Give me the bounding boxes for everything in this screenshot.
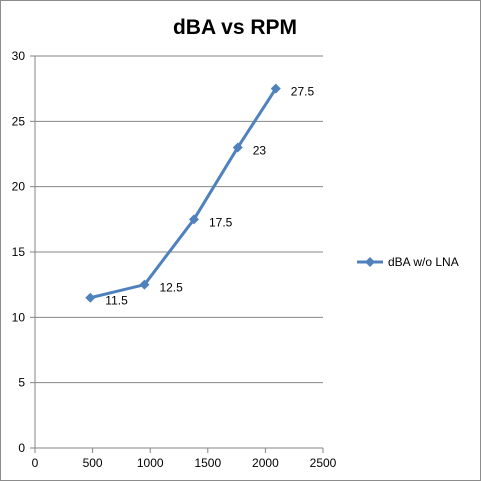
- data-label: 23: [253, 143, 267, 157]
- x-tick-label: 1500: [194, 456, 221, 470]
- data-point-marker: [270, 83, 281, 94]
- axes: [30, 55, 324, 453]
- y-tick-label: 20: [12, 180, 26, 194]
- series-group: [85, 83, 281, 303]
- y-tick-label: 10: [12, 310, 26, 324]
- x-tick-label: 0: [32, 456, 39, 470]
- y-tick-label: 25: [12, 114, 26, 128]
- data-label: 12.5: [159, 281, 183, 295]
- y-tick-label: 5: [18, 376, 25, 390]
- x-tick-label: 2000: [252, 456, 279, 470]
- y-axis-tick-labels: 0 5 10 15 20 25 30: [12, 49, 26, 455]
- data-label: 11.5: [105, 294, 128, 308]
- y-tick-label: 0: [18, 441, 25, 455]
- x-tick-label: 500: [83, 456, 103, 470]
- x-tick-label: 2500: [310, 456, 337, 470]
- data-point-marker: [232, 142, 243, 153]
- y-tick-label: 30: [12, 49, 26, 63]
- data-point-marker: [85, 292, 96, 303]
- legend: dBA w/o LNA: [357, 255, 459, 269]
- data-label: 17.5: [209, 215, 233, 229]
- data-point-marker: [188, 214, 199, 225]
- x-axis-tick-labels: 0 500 1000 1500 2000 2500: [32, 456, 337, 470]
- data-label: 27.5: [291, 85, 315, 99]
- chart-title: dBA vs RPM: [173, 16, 297, 39]
- legend-marker: [365, 257, 375, 267]
- data-labels: 11.5 12.5 17.5 23 27.5: [105, 85, 314, 308]
- series-line: [89, 87, 278, 300]
- gridlines: [35, 55, 323, 384]
- y-tick-label: 15: [12, 245, 26, 259]
- x-tick-label: 1000: [137, 456, 164, 470]
- legend-label: dBA w/o LNA: [388, 255, 459, 269]
- data-point-marker: [139, 279, 150, 290]
